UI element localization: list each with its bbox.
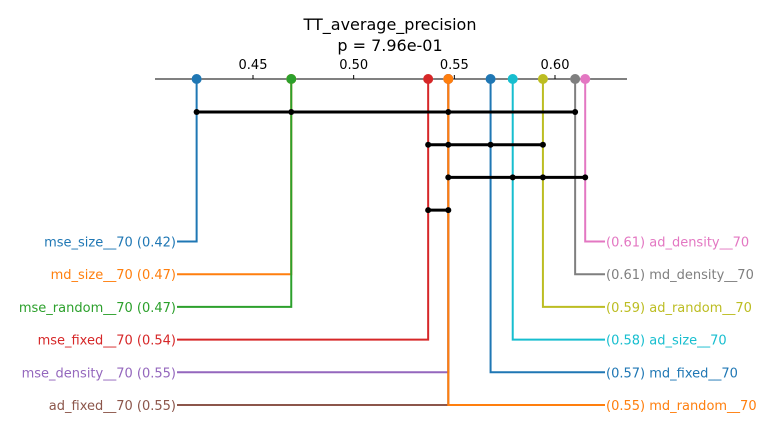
method-connector xyxy=(489,79,605,374)
method-connector xyxy=(177,79,450,374)
rank-marker xyxy=(537,74,548,84)
tick-label: 0.50 xyxy=(339,58,368,73)
method-connector xyxy=(177,79,450,406)
method-label: (0.59) ad_random__70 xyxy=(606,301,752,316)
axis-ticks: 0.45 0.50 0.55 0.60 xyxy=(239,58,570,79)
cd-group-dot xyxy=(425,141,432,148)
rank-marker xyxy=(507,74,518,84)
cd-group-dot xyxy=(193,109,200,115)
cd-group-dot xyxy=(445,174,452,181)
method-label: (0.58) ad_size__70 xyxy=(606,334,727,349)
cd-group-dot xyxy=(539,141,546,148)
method-connector xyxy=(541,79,605,308)
method-label: mse_density__70 (0.55) xyxy=(22,366,176,381)
rank-markers xyxy=(191,74,591,84)
cd-group-dot xyxy=(445,141,452,148)
method-label: ad_fixed__70 (0.55) xyxy=(49,399,176,414)
rank-marker xyxy=(570,74,581,84)
method-connector xyxy=(177,79,293,276)
cd-group-dot xyxy=(445,207,452,214)
method-connector xyxy=(177,79,293,308)
tick-label: 0.55 xyxy=(440,58,469,73)
cd-group-dot xyxy=(509,174,516,181)
rank-marker xyxy=(580,74,591,84)
method-label: mse_random__70 (0.47) xyxy=(19,301,176,316)
method-label: (0.61) ad_density__70 xyxy=(606,236,749,251)
tick-label: 0.45 xyxy=(239,58,268,73)
chart-title: TT_average_precision xyxy=(303,15,477,35)
method-connector xyxy=(177,79,198,243)
method-labels: mse_size__70 (0.42) md_size__70 (0.47) mse… xyxy=(19,236,757,415)
method-connector xyxy=(511,79,605,341)
chart-subtitle: p = 7.96e-01 xyxy=(337,36,442,55)
method-connector xyxy=(574,79,605,276)
method-label: (0.57) md_fixed__70 xyxy=(606,366,738,381)
cd-group-dot xyxy=(539,174,546,181)
method-label: mse_size__70 (0.42) xyxy=(44,236,176,251)
method-connector xyxy=(447,79,605,406)
method-connector xyxy=(584,79,605,243)
rank-marker xyxy=(286,74,297,84)
rank-marker xyxy=(443,74,454,84)
method-connector xyxy=(177,79,430,341)
cd-group-dot xyxy=(487,141,494,148)
method-label: (0.61) md_density__70 xyxy=(606,268,754,283)
cd-group-dot xyxy=(445,109,452,115)
rank-marker xyxy=(191,74,202,84)
method-label: mse_fixed__70 (0.54) xyxy=(38,334,176,349)
cd-group-dot xyxy=(425,207,432,214)
cd-group-dot xyxy=(572,109,579,115)
cd-groups xyxy=(193,109,589,214)
rank-marker xyxy=(485,74,496,84)
tick-label: 0.60 xyxy=(541,58,570,73)
method-label: md_size__70 (0.47) xyxy=(51,268,176,283)
cd-group-dot xyxy=(288,109,295,115)
method-label: (0.55) md_random__70 xyxy=(606,399,757,414)
method-connectors xyxy=(177,79,605,406)
rank-marker xyxy=(423,74,434,84)
cd-group-dot xyxy=(582,174,589,181)
